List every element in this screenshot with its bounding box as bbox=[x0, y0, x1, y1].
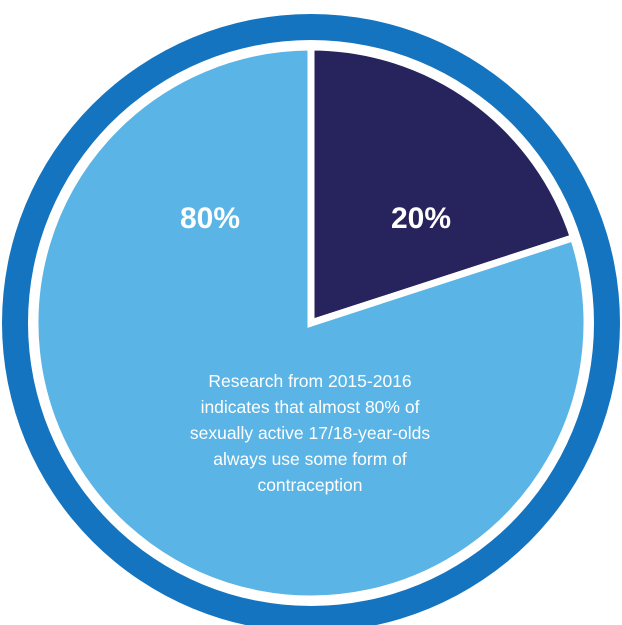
pie-slice bbox=[307, 43, 578, 328]
annotation-line: indicates that almost 80% of bbox=[200, 397, 420, 417]
annotation-line: sexually active 17/18-year-olds bbox=[189, 423, 431, 443]
slice-label: 80% bbox=[180, 202, 240, 235]
pie-slices bbox=[31, 43, 591, 603]
annotation-line: contraception bbox=[257, 475, 363, 495]
annotation-text: Research from 2015-2016 indicates that a… bbox=[160, 368, 460, 498]
pie-slice bbox=[31, 43, 591, 603]
annotation-line: Research from 2015-2016 bbox=[208, 371, 412, 391]
slice-label: 20% bbox=[391, 202, 451, 235]
annotation-line: always use some form of bbox=[213, 449, 407, 469]
pie-slice-labels: 80% 20% bbox=[180, 202, 451, 235]
